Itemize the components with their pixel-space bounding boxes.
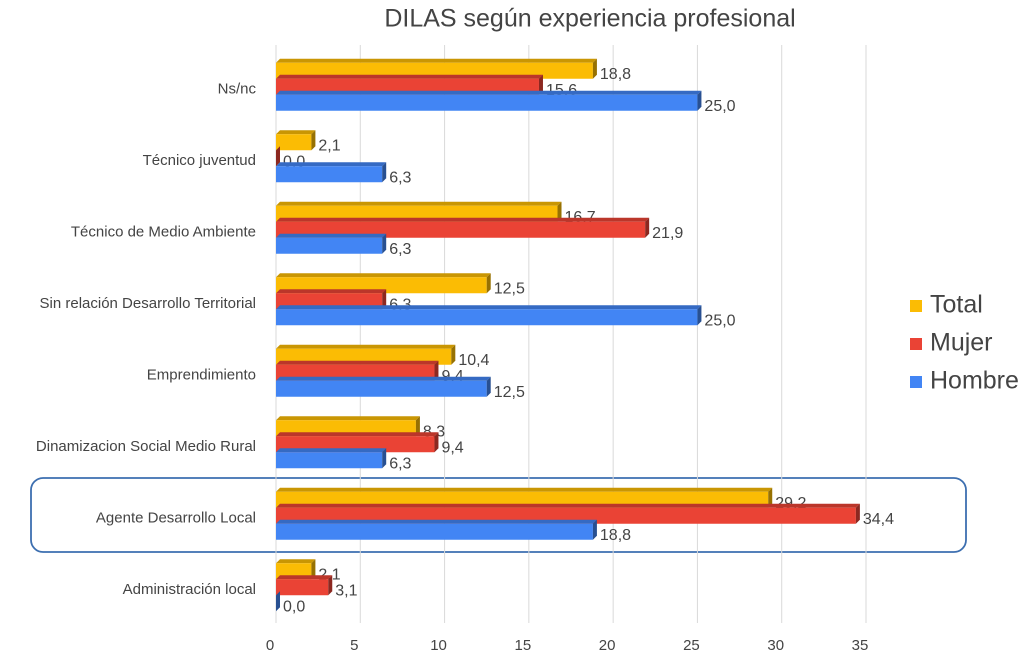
legend-swatch	[910, 376, 922, 388]
bar-top	[276, 289, 387, 294]
bar-side	[697, 90, 702, 111]
x-tick-label: 0	[266, 637, 274, 654]
bar-top	[276, 432, 439, 437]
bar-top	[276, 162, 387, 167]
y-tick-label: Técnico juventud	[143, 152, 256, 169]
value-label: 25,0	[704, 312, 735, 329]
x-tick-label: 10	[430, 637, 447, 654]
value-label: 10,4	[458, 352, 489, 369]
bar-side	[382, 162, 387, 183]
bar-top	[276, 74, 543, 79]
bar-side	[486, 273, 491, 294]
bar-side	[855, 503, 860, 524]
bar-side	[382, 233, 387, 254]
y-tick-label: Sin relación Desarrollo Territorial	[40, 295, 256, 312]
y-tick-label: Técnico de Medio Ambiente	[71, 224, 256, 241]
x-tick-label: 25	[683, 637, 700, 654]
bar-top	[276, 58, 597, 63]
bar-top	[276, 201, 562, 206]
legend-label: Total	[930, 291, 983, 319]
legend-label: Mujer	[930, 329, 993, 357]
bar-side	[557, 201, 562, 222]
bar-side	[382, 289, 387, 310]
bar	[276, 579, 329, 596]
bar-side	[311, 559, 316, 580]
x-tick-label: 15	[515, 637, 532, 654]
bar-top	[276, 344, 456, 349]
bar-top	[276, 448, 387, 453]
legend-swatch	[910, 338, 922, 350]
value-label: 34,4	[863, 511, 894, 528]
highlight-box	[30, 477, 967, 553]
y-tick-label: Ns/nc	[218, 81, 257, 98]
value-label: 21,9	[652, 225, 683, 242]
bar-top	[276, 90, 702, 95]
bar	[276, 134, 312, 151]
value-label: 12,5	[494, 384, 525, 401]
bar-top	[276, 376, 491, 381]
y-tick-label: Dinamizacion Social Medio Rural	[36, 438, 256, 455]
y-tick-label: Administración local	[123, 581, 256, 598]
value-label: 25,0	[704, 98, 735, 115]
y-tick-label: Agente Desarrollo Local	[96, 510, 256, 527]
bar	[276, 166, 383, 183]
bar-top	[276, 559, 316, 564]
value-label: 18,8	[600, 66, 631, 83]
bar-side	[592, 58, 597, 79]
bar	[276, 94, 698, 111]
x-tick-label: 5	[350, 637, 358, 654]
bar-side	[276, 146, 280, 167]
legend-label: Hombre	[930, 367, 1019, 395]
bar-side	[415, 416, 420, 437]
bar-top	[276, 217, 650, 222]
x-tick-label: 35	[852, 637, 869, 654]
bar-side	[451, 344, 456, 365]
bar-top	[276, 130, 316, 135]
value-label: 6,3	[389, 241, 411, 258]
bar-side	[434, 432, 439, 453]
value-label: 0,0	[283, 598, 305, 615]
value-label: 3,1	[335, 582, 357, 599]
bar-top	[276, 519, 597, 524]
bar-top	[276, 503, 860, 508]
bar-top	[276, 416, 420, 421]
bar-top	[276, 575, 333, 580]
bar	[276, 309, 698, 326]
bar-side	[486, 376, 491, 397]
bar-top	[276, 273, 491, 278]
legend-swatch	[910, 300, 922, 312]
bar-side	[768, 487, 773, 508]
bar-top	[276, 233, 387, 238]
bar-side	[645, 217, 650, 238]
y-tick-label: Emprendimiento	[147, 367, 256, 384]
bar-top	[276, 360, 439, 365]
bar-side	[697, 305, 702, 326]
bar-side	[592, 519, 597, 540]
bar-top	[276, 305, 702, 310]
bar-side	[538, 74, 543, 95]
chart-title: DILAS según experiencia profesional	[384, 5, 795, 33]
bar	[276, 380, 487, 397]
bar-top	[276, 487, 773, 492]
bar-side	[434, 360, 439, 381]
bar-side	[276, 591, 280, 612]
bar	[276, 523, 593, 540]
value-label: 6,3	[389, 455, 411, 472]
value-label: 9,4	[441, 439, 463, 456]
bar-side	[328, 575, 333, 596]
bar	[276, 452, 383, 469]
bar	[276, 237, 383, 254]
value-label: 2,1	[318, 137, 340, 154]
bar-side	[382, 448, 387, 469]
value-label: 18,8	[600, 527, 631, 544]
x-tick-label: 30	[767, 637, 784, 654]
value-label: 6,3	[389, 169, 411, 186]
value-label: 12,5	[494, 280, 525, 297]
x-tick-label: 20	[599, 637, 616, 654]
bar-side	[311, 130, 316, 151]
